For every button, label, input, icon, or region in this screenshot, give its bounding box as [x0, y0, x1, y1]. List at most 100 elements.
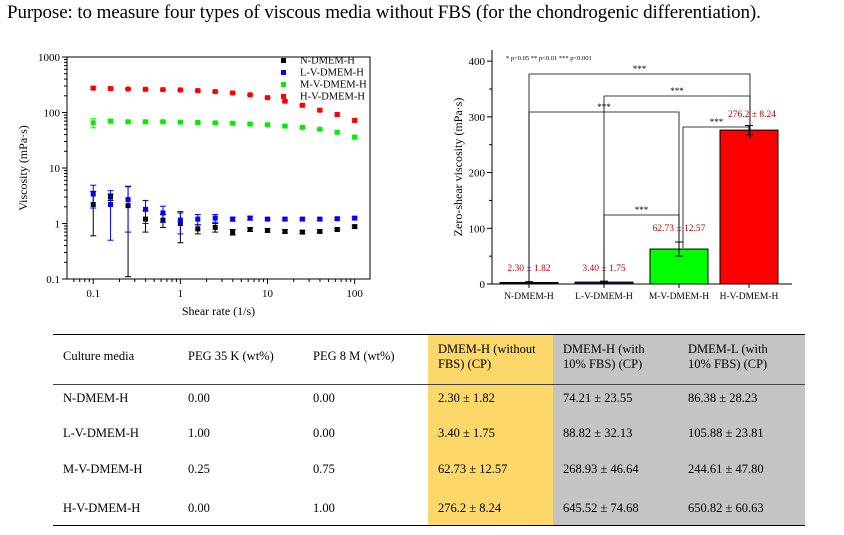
bar: [719, 129, 779, 285]
viscosity-table: Culture media PEG 35 K (wt%) PEG 8 M (wt%)…: [53, 334, 805, 526]
data-point: [334, 226, 340, 232]
table-cell-col-peg35k: 1.00: [188, 426, 210, 440]
table-cell-col-dmemh-fbs: 645.52 ± 74.68: [563, 501, 639, 515]
table-cell-col-dmemh-nofbs: 3.40 ± 1.75: [438, 426, 495, 440]
data-point: [317, 216, 323, 222]
table-header-col-dmeml-fbs: DMEM-L (with 10% FBS) (CP): [688, 342, 768, 371]
data-point: [334, 216, 340, 222]
legend-marker: [281, 58, 286, 63]
data-point: [352, 224, 358, 230]
page-title: Purpose: to measure four types of viscou…: [7, 2, 761, 23]
y-tick-label: 0: [480, 279, 486, 291]
data-point: [299, 102, 305, 108]
data-point: [230, 216, 236, 222]
data-point: [352, 134, 358, 140]
data-point: [177, 87, 183, 93]
highlight-columns-with-fbs: [553, 334, 805, 526]
table-header-col-dmemh-nofbs: DMEM-H (without FBS) (CP): [438, 342, 536, 371]
data-point: [352, 215, 358, 221]
data-point: [282, 216, 288, 222]
significance-label: ***: [710, 117, 724, 127]
table-cell-col-peg8m: 0.00: [313, 391, 335, 405]
table-header-col-dmemh-fbs: DMEM-H (with 10% FBS) (CP): [563, 342, 645, 371]
table-cell-col-dmemh-nofbs: 276.2 ± 8.24: [438, 501, 502, 515]
y-tick-label: 400: [469, 56, 486, 68]
data-point: [195, 120, 201, 126]
significance-label: ***: [635, 205, 649, 215]
y-axis-label: Viscosity (mPa·s): [16, 125, 30, 211]
table-cell-col-dmemh-fbs: 88.82 ± 32.13: [563, 426, 633, 440]
data-point: [265, 122, 271, 128]
data-point: [352, 117, 358, 123]
data-point: [299, 229, 305, 235]
significance-bracket: [682, 126, 751, 248]
data-point: [177, 217, 183, 223]
table-header-col-culture-media: Culture media: [63, 349, 135, 363]
x-tick-label: H-V-DMEM-H: [720, 292, 779, 302]
data-point: [230, 120, 236, 126]
y-tick-label: 100: [44, 108, 61, 120]
table-cell-col-peg35k: 0.25: [188, 462, 210, 476]
data-point: [160, 119, 166, 125]
data-point: [143, 86, 149, 92]
x-tick-label: 0.1: [86, 288, 100, 300]
table-header-rule: [53, 384, 805, 385]
data-point: [299, 124, 305, 130]
significance-bracket: [603, 214, 680, 281]
table-cell-col-peg8m: 1.00: [313, 501, 335, 515]
significance-bracket: [603, 95, 751, 281]
legend-label: M-V-DMEM-H: [300, 80, 367, 91]
y-tick-label: 1000: [38, 52, 61, 64]
x-tick-label: M-V-DMEM-H: [649, 292, 709, 302]
data-point: [282, 98, 288, 104]
significance-label: ***: [670, 86, 684, 96]
data-point: [90, 191, 96, 197]
significance-legend: * p<0.05 ** p<0.01 *** p<0.001: [506, 55, 592, 62]
legend-marker: [281, 82, 286, 87]
table-cell-col-peg8m: 0.75: [313, 462, 335, 476]
table-cell-col-dmemh-nofbs: 62.73 ± 12.57: [438, 462, 508, 476]
x-tick-label: 100: [346, 288, 363, 300]
data-point: [317, 107, 323, 113]
data-point: [230, 90, 236, 96]
data-point: [125, 197, 131, 203]
data-point: [212, 89, 218, 95]
data-point: [125, 119, 131, 125]
legend-label: L-V-DMEM-H: [300, 68, 364, 79]
table-bottom-rule: [53, 525, 805, 526]
y-tick-label: 1: [55, 219, 61, 231]
table-cell-col-culture-media: M-V-DMEM-H: [63, 462, 143, 476]
y-tick-label: 100: [469, 223, 486, 235]
legend-marker: [281, 94, 286, 99]
table-header-col-peg8m: PEG 8 M (wt%): [313, 349, 395, 363]
significance-label: ***: [633, 64, 647, 74]
table-cell-col-dmeml-fbs: 650.82 ± 60.63: [688, 501, 764, 515]
data-point: [195, 226, 201, 232]
data-point: [212, 224, 218, 230]
data-point: [317, 228, 323, 234]
data-point: [265, 216, 271, 222]
data-point: [125, 86, 131, 92]
y-axis-label: Zero-shear viscosity (mPa·s): [451, 98, 465, 237]
table-cell-col-dmeml-fbs: 244.61 ± 47.80: [688, 462, 764, 476]
significance-bracket: [528, 111, 680, 283]
data-point: [282, 123, 288, 129]
data-point: [108, 118, 114, 124]
y-tick-label: 10: [49, 163, 61, 175]
table-cell-col-dmeml-fbs: 86.38 ± 28.23: [688, 391, 758, 405]
data-point: [90, 120, 96, 126]
significance-bracket: [528, 73, 751, 283]
x-tick-label: L-V-DMEM-H: [575, 292, 633, 302]
data-point: [282, 228, 288, 234]
y-tick-label: 300: [469, 112, 486, 124]
table-cell-col-dmemh-fbs: 268.93 ± 46.64: [563, 462, 639, 476]
data-point: [299, 216, 305, 222]
data-point: [160, 210, 166, 216]
legend-label: N-DMEM-H: [300, 56, 355, 67]
data-point: [108, 86, 114, 92]
data-point: [334, 112, 340, 118]
data-point: [90, 85, 96, 91]
table-cell-col-culture-media: N-DMEM-H: [63, 391, 129, 405]
table-cell-col-peg8m: 0.00: [313, 426, 335, 440]
